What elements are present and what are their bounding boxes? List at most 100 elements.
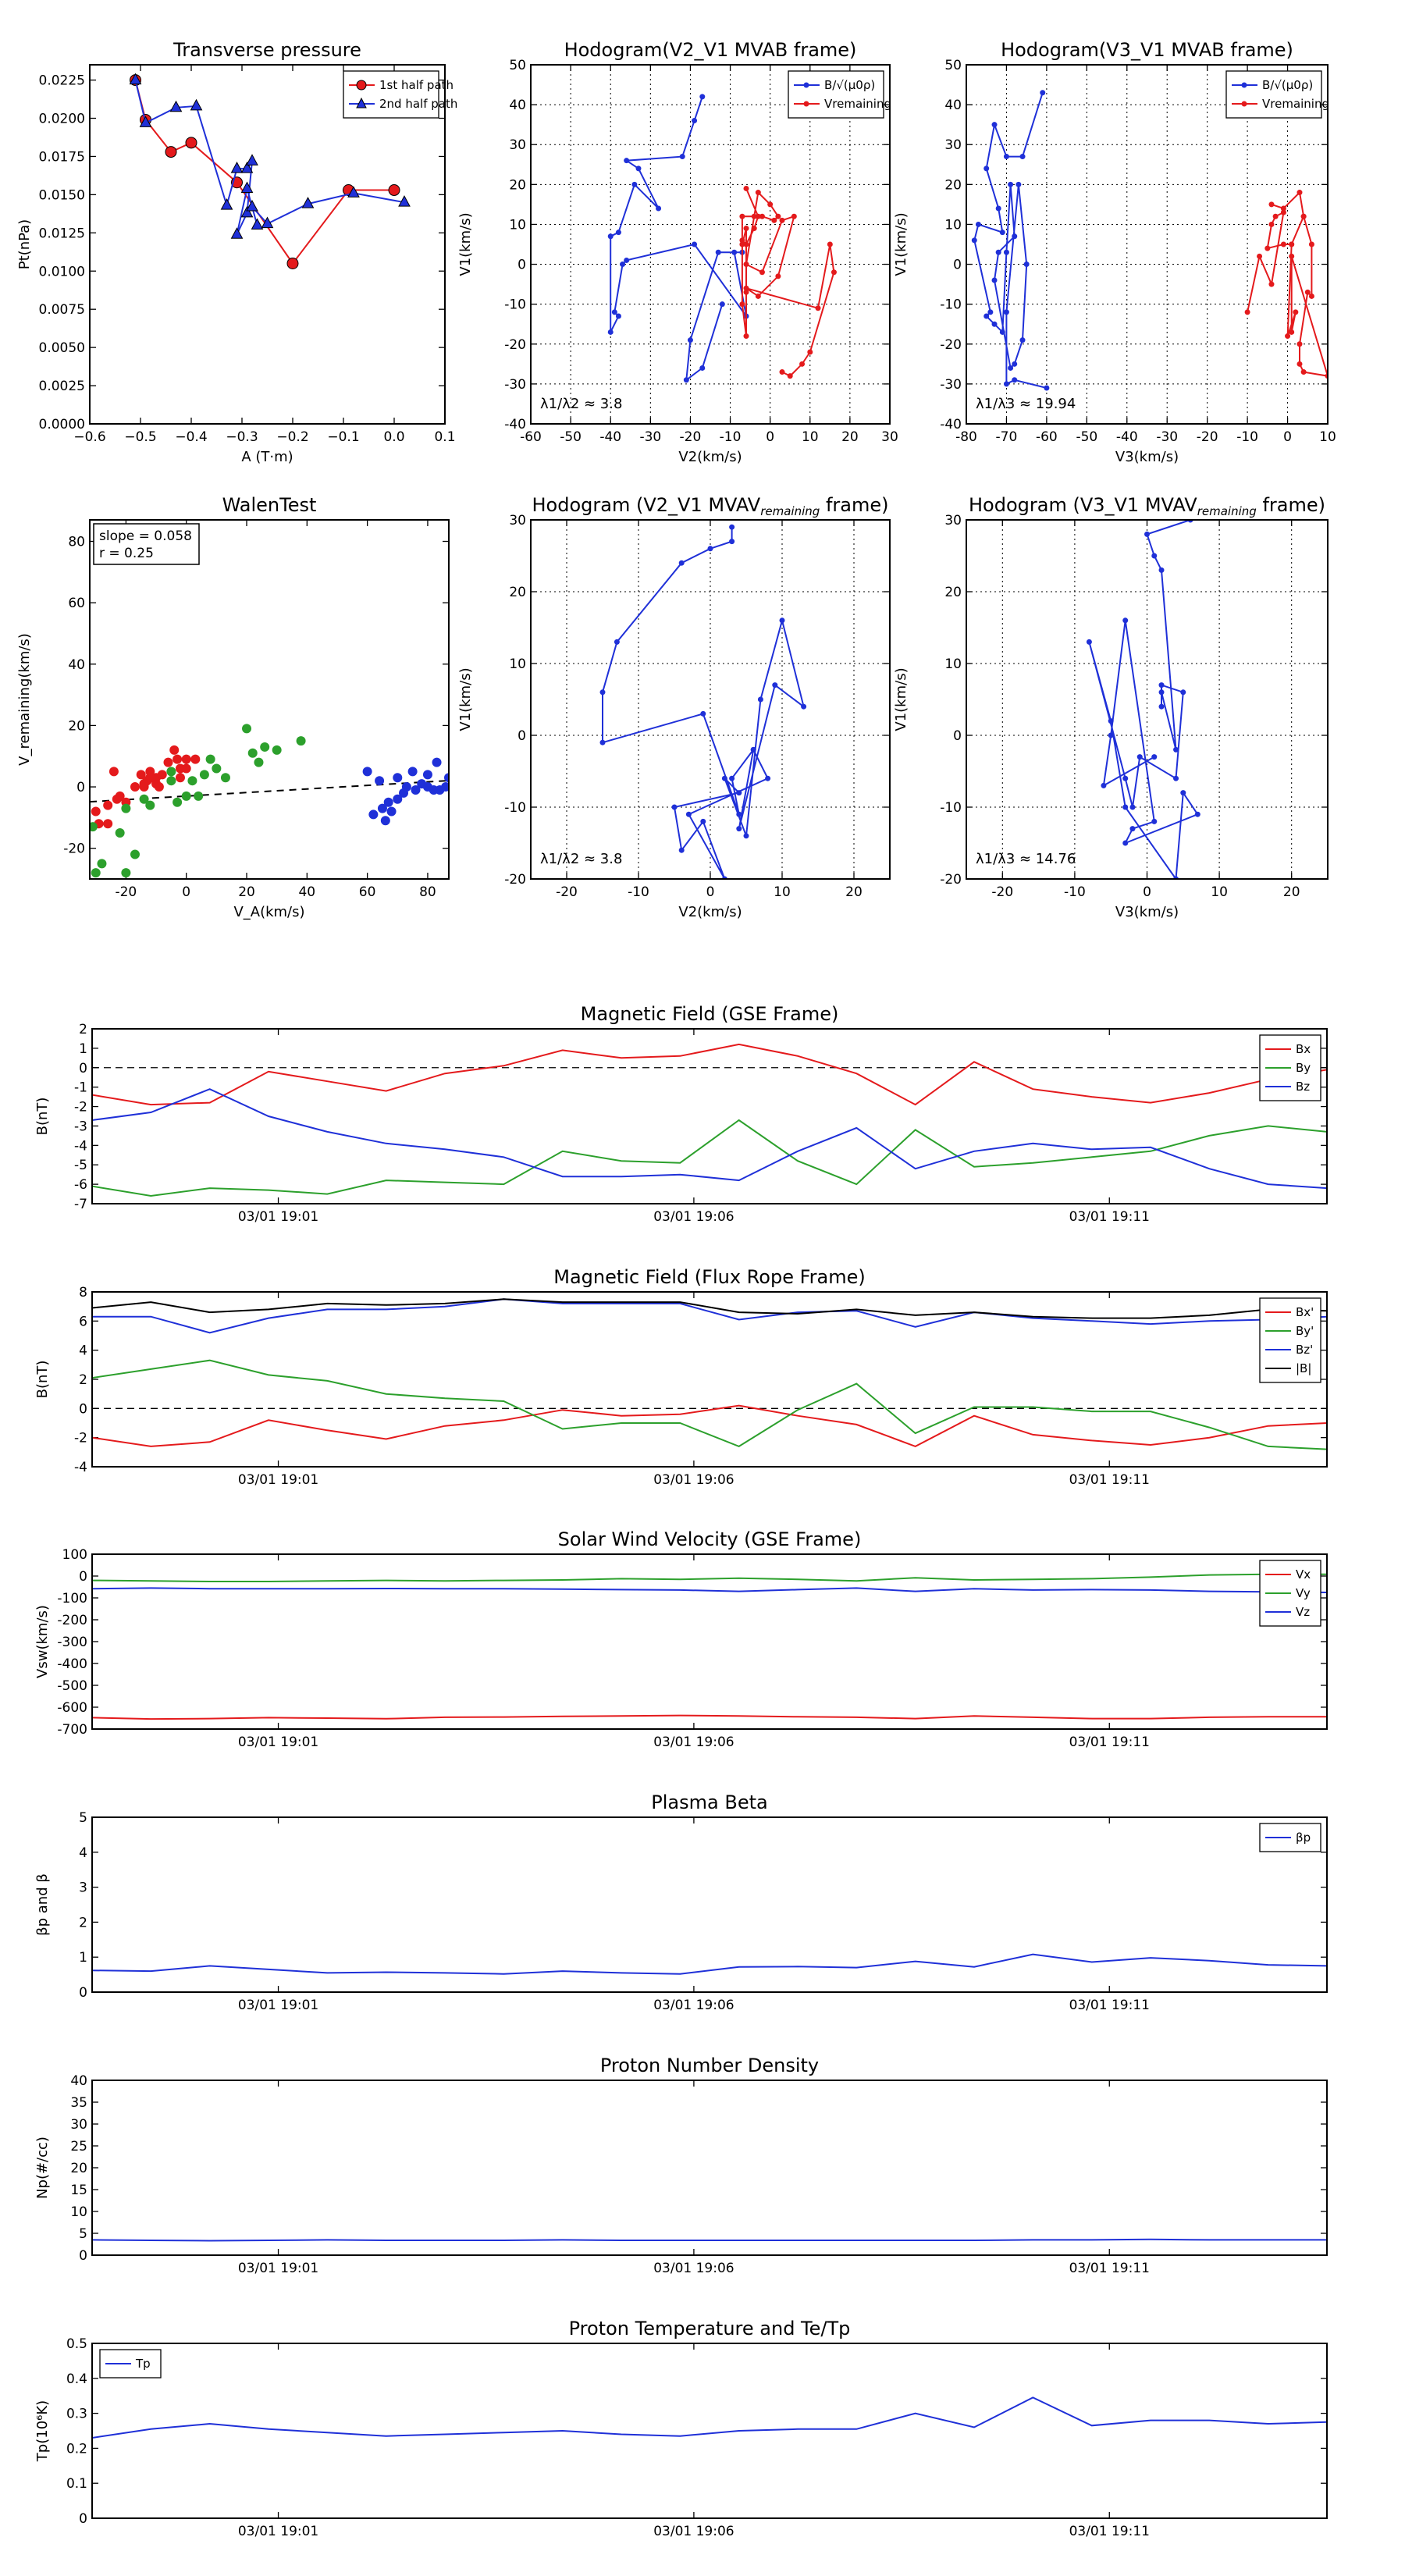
y-tick-label: 0	[76, 780, 85, 795]
y-tick-label: 40	[68, 657, 85, 673]
data-point	[743, 185, 749, 191]
plot-area	[92, 2238, 1327, 2242]
y-axis-label: Tp(10⁶K)	[34, 2400, 51, 2462]
y-tick-label: -20	[940, 872, 962, 888]
y-tick-label: -500	[57, 1678, 87, 1694]
data-point	[1129, 804, 1136, 810]
data-point	[1244, 309, 1250, 315]
data-point	[380, 816, 390, 826]
data-point	[1289, 241, 1295, 247]
data-point	[729, 775, 735, 781]
data-point	[765, 775, 771, 781]
legend-label: B/√(μ0ρ)	[1262, 78, 1313, 92]
data-point	[755, 293, 761, 299]
x-tick-label: 03/01 19:11	[1069, 2524, 1150, 2539]
y-tick-label: 0	[79, 1061, 87, 1076]
x-axis-label: V_A(km/s)	[233, 904, 304, 920]
data-point	[999, 229, 1005, 236]
x-axis-label: A (T·m)	[241, 449, 293, 465]
data-point	[1180, 689, 1186, 696]
data-point	[1268, 221, 1275, 227]
data-point	[743, 333, 749, 340]
data-point	[386, 806, 397, 817]
data-point	[97, 859, 107, 869]
x-tick-label: -10	[628, 884, 649, 900]
data-point	[1129, 826, 1136, 832]
y-tick-label: 20	[70, 2161, 87, 2176]
y-tick-label: 20	[509, 585, 526, 600]
data-point	[1173, 746, 1179, 753]
data-point	[407, 767, 418, 777]
data-point	[242, 724, 252, 734]
data-point	[685, 811, 692, 817]
legend-label: 1st half path	[379, 78, 454, 92]
data-point	[1297, 341, 1303, 347]
y-tick-label: -600	[57, 1700, 87, 1716]
data-point	[991, 277, 998, 283]
data-point	[181, 754, 191, 764]
y-tick-label: 0	[518, 258, 526, 273]
data-point	[700, 710, 706, 717]
y-tick-label: 0.0100	[39, 264, 85, 279]
x-tick-label: -20	[1197, 429, 1218, 445]
chart-magnetic-field-flux-rope: Magnetic Field (Flux Rope Frame) 03/01 19…	[34, 1266, 1328, 1488]
x-tick-label: 03/01 19:06	[653, 1735, 734, 1750]
legend-box	[343, 70, 439, 119]
data-point	[139, 782, 149, 792]
legend-label: Tp	[135, 2357, 151, 2371]
y-axis-label: V1(km/s)	[893, 212, 909, 276]
plot-area	[92, 1953, 1327, 1975]
data-point	[995, 249, 1001, 255]
y-tick-label: 1	[79, 1041, 87, 1057]
data-point	[620, 262, 626, 268]
data-point	[599, 739, 606, 745]
chart-proton-number-density: Proton Number Density 03/01 19:01 03/01 19…	[34, 2055, 1328, 2276]
data-point	[246, 154, 258, 165]
legend-label: Vy	[1296, 1586, 1311, 1600]
data-point	[1257, 253, 1263, 259]
plot-frame	[89, 519, 450, 880]
annotation-box	[93, 523, 200, 565]
data-point	[1151, 754, 1158, 760]
data-point	[678, 847, 685, 853]
y-tick-label: -10	[504, 297, 526, 313]
plot-frame	[91, 2080, 1328, 2256]
x-tick-label: 80	[419, 884, 436, 900]
data-point	[1122, 775, 1129, 781]
y-tick-label: -20	[504, 337, 526, 353]
data-point	[700, 818, 706, 824]
x-tick-label: -20	[115, 884, 137, 900]
y-tick-label: 30	[944, 137, 962, 153]
data-point	[1101, 782, 1107, 788]
y-tick-label: 30	[509, 137, 526, 153]
y-tick-label: -10	[940, 297, 962, 313]
plot-area	[90, 724, 449, 878]
plot-frame	[91, 1553, 1328, 1730]
data-point	[757, 696, 763, 703]
annotation-text: λ1/λ3 ≈ 14.76	[976, 851, 1076, 867]
chart-title: Transverse pressure	[173, 39, 361, 61]
y-tick-label: 40	[944, 98, 962, 113]
x-tick-label: 0	[766, 429, 774, 445]
x-tick-label: 0.1	[434, 429, 455, 445]
y-tick-label: 50	[944, 58, 962, 73]
legend-label: Bz	[1296, 1080, 1310, 1094]
chart-title: Hodogram(V2_V1 MVAB frame)	[564, 39, 857, 61]
data-point	[995, 205, 1001, 212]
plot-frame	[966, 519, 1329, 880]
series-line-By'	[92, 1359, 1327, 1450]
chart-hodogram-v3v1-mvav: Hodogram (V3_V1 MVAVremaining frame) -20 -…	[893, 494, 1329, 920]
data-point	[1122, 840, 1129, 846]
y-tick-label: -20	[940, 337, 962, 353]
y-tick-label: 80	[68, 535, 85, 550]
chart-title: Plasma Beta	[651, 1791, 767, 1813]
y-tick-label: 20	[944, 585, 962, 600]
y-tick-label: 4	[79, 1845, 87, 1861]
x-tick-label: 0	[1283, 429, 1292, 445]
series-line-Vz	[92, 1587, 1327, 1593]
data-point	[240, 205, 254, 218]
y-tick-label: -30	[504, 377, 526, 393]
data-point	[707, 546, 713, 552]
plot-area	[92, 2396, 1327, 2439]
data-point	[1044, 385, 1050, 391]
